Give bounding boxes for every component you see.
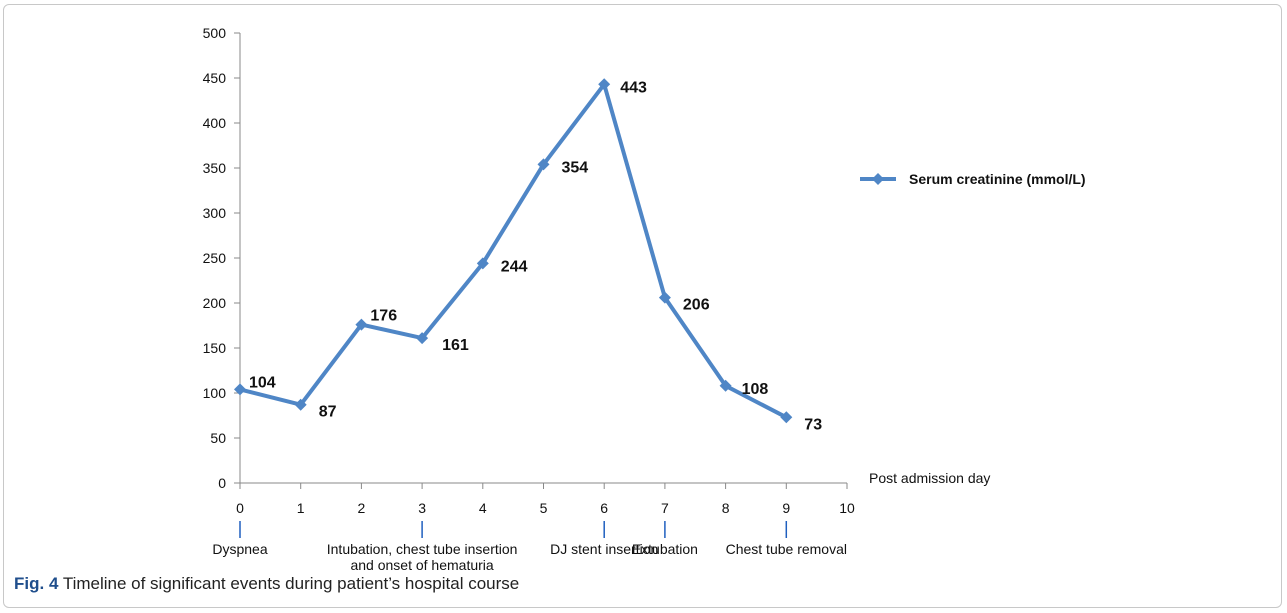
data-label: 354 [562, 159, 589, 176]
legend-marker [872, 173, 884, 185]
y-tick-label: 250 [203, 250, 227, 266]
event-label: Intubation, chest tube insertion [327, 541, 518, 557]
x-tick-label: 2 [358, 500, 366, 516]
data-label: 87 [319, 404, 337, 421]
y-tick-label: 200 [203, 295, 227, 311]
y-tick-label: 350 [203, 160, 227, 176]
figure-frame: 0 50 100 150 200 250 300 350 400 450 500 0 1 2 3 4 5 6 7 8 9… [3, 4, 1282, 608]
series-line [239, 82, 788, 420]
data-label: 108 [742, 381, 769, 398]
y-tick-label: 100 [203, 385, 227, 401]
data-label: 176 [370, 308, 397, 325]
data-point [719, 379, 732, 392]
x-tick-label: 8 [722, 500, 730, 516]
x-tick-label: 5 [540, 500, 548, 516]
line-chart: 0 50 100 150 200 250 300 350 400 450 500 0 1 2 3 4 5 6 7 8 9… [203, 25, 1086, 573]
event-label: Extubation [632, 541, 698, 557]
data-label: 161 [442, 337, 469, 354]
x-tick-label: 0 [236, 500, 244, 516]
event-label: Dyspnea [212, 541, 267, 557]
data-point [780, 411, 793, 424]
y-tick-label: 150 [203, 340, 227, 356]
data-point [476, 257, 489, 270]
x-tick-label: 4 [479, 500, 487, 516]
data-point [598, 78, 611, 91]
data-label: 73 [804, 416, 822, 433]
x-tick-label: 10 [839, 500, 855, 516]
event-label: Chest tube removal [726, 541, 847, 557]
data-point [658, 291, 671, 304]
y-tick-label: 0 [218, 475, 226, 491]
data-label: 244 [501, 258, 528, 275]
data-point [294, 398, 307, 411]
y-tick-label: 400 [203, 115, 227, 131]
figure-label: Fig. 4 [14, 574, 59, 593]
x-axis-title: Post admission day [869, 470, 990, 486]
x-tick-label: 1 [297, 500, 305, 516]
legend-label: Serum creatinine (mmol/L) [909, 171, 1086, 187]
event-label: DJ stent insertion [550, 541, 658, 557]
figure-caption: Fig. 4 Timeline of significant events du… [14, 574, 519, 594]
data-point [537, 158, 550, 171]
y-tick-label: 50 [210, 430, 226, 446]
y-tick-label: 500 [203, 25, 227, 41]
x-tick-label: 9 [782, 500, 790, 516]
y-tick-label: 450 [203, 70, 227, 86]
y-tick-label: 300 [203, 205, 227, 221]
x-tick-label: 6 [600, 500, 608, 516]
x-tick-label: 3 [418, 500, 426, 516]
event-label: and onset of hematuria [350, 557, 493, 573]
data-label: 443 [620, 79, 647, 96]
x-tick-label: 7 [661, 500, 669, 516]
data-point [234, 383, 246, 396]
data-label: 104 [249, 374, 276, 391]
data-label: 206 [683, 297, 710, 314]
data-point [416, 332, 429, 345]
data-point [355, 318, 368, 331]
figure-caption-text: Timeline of significant events during pa… [58, 574, 520, 593]
